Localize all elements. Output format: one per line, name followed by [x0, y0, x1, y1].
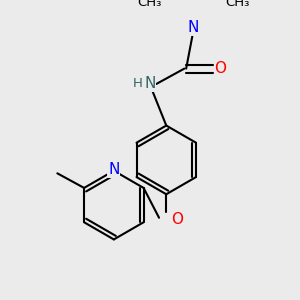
Text: N: N — [108, 162, 119, 177]
Text: O: O — [171, 212, 183, 227]
Text: CH₃: CH₃ — [137, 0, 162, 9]
Text: CH₃: CH₃ — [225, 0, 249, 9]
Text: N: N — [188, 20, 199, 35]
Text: O: O — [214, 61, 226, 76]
Text: N: N — [144, 76, 156, 92]
Text: H: H — [133, 77, 143, 91]
